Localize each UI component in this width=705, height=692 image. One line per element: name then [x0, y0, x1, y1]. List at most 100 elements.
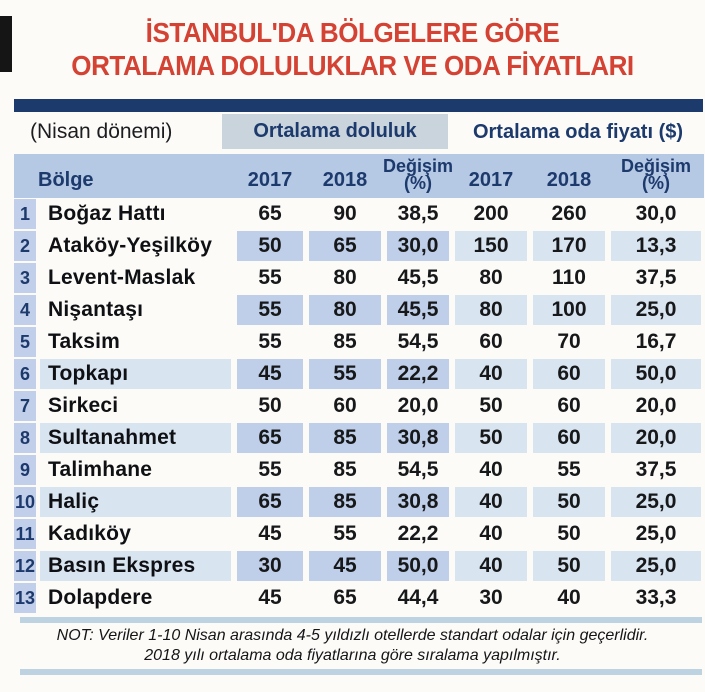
price-2018-value: 100	[533, 295, 605, 325]
row-rank: 5	[14, 327, 36, 357]
region-name: Kadıköy	[48, 522, 132, 545]
price-2017-value: 50	[455, 423, 527, 453]
group-header-price: Ortalama oda fiyatı ($)	[472, 120, 684, 143]
table-row: 13 Dolapdere 45 65 44,4 30 40 33,3	[14, 582, 704, 614]
price-2017-value: 200	[473, 202, 509, 225]
price-2018-value: 70	[557, 330, 581, 353]
price-change-value: 20,0	[635, 394, 677, 417]
row-rank: 4	[14, 295, 36, 325]
region-name: Taksim	[48, 330, 121, 353]
occupancy-2017-value: 65	[258, 202, 282, 225]
row-rank: 1	[14, 199, 36, 229]
occupancy-change-value: 20,0	[397, 394, 439, 417]
occupancy-change-value: 30,0	[387, 231, 449, 261]
price-2017-value: 40	[479, 522, 503, 545]
occ-change-label: Değişim	[382, 156, 454, 176]
price-change-value: 13,3	[611, 231, 701, 261]
row-rank: 6	[14, 359, 36, 389]
occupancy-2018-value: 65	[309, 231, 381, 261]
price-change-unit: (%)	[642, 173, 670, 193]
region-name: Sultanahmet	[40, 423, 231, 453]
column-header-occ-change: Değişim (%)	[382, 154, 454, 198]
price-2018-value: 40	[557, 586, 581, 609]
occupancy-2017-value: 45	[237, 359, 303, 389]
price-2017-value: 80	[455, 295, 527, 325]
region-name: Sirkeci	[48, 394, 119, 417]
occupancy-2017-value: 55	[258, 330, 282, 353]
column-header-occ-2018: 2018	[322, 169, 368, 191]
occupancy-2018-value: 90	[333, 202, 357, 225]
occupancy-2017-value: 50	[258, 394, 282, 417]
price-2018-value: 60	[557, 394, 581, 417]
occ-change-unit: (%)	[404, 173, 432, 193]
occupancy-2017-value: 45	[258, 586, 282, 609]
occupancy-2017-value: 65	[237, 487, 303, 517]
table-row: 5 Taksim 55 85 54,5 60 70 16,7	[14, 326, 704, 358]
row-rank: 2	[14, 231, 36, 261]
price-change-value: 37,5	[635, 458, 677, 481]
occupancy-change-value: 45,5	[387, 295, 449, 325]
row-rank: 9	[14, 455, 36, 485]
price-change-value: 33,3	[635, 586, 677, 609]
group-header-occupancy: Ortalama doluluk	[222, 114, 448, 149]
region-name: Talimhane	[48, 458, 153, 481]
price-change-value: 20,0	[611, 423, 701, 453]
table-row: 8 Sultanahmet 65 85 30,8 50 60 20,0	[14, 422, 704, 454]
table-row: 10 Haliç 65 85 30,8 40 50 25,0	[14, 486, 704, 518]
column-header-price-2018: 2018	[546, 169, 592, 191]
price-2018-value: 55	[557, 458, 581, 481]
period-label: (Nisan dönemi)	[30, 120, 173, 143]
occupancy-2018-value: 85	[309, 487, 381, 517]
price-2018-value: 260	[551, 202, 587, 225]
price-2017-value: 150	[455, 231, 527, 261]
row-rank: 7	[14, 391, 36, 421]
price-2018-value: 60	[533, 423, 605, 453]
column-header-occ-2017: 2017	[247, 169, 293, 191]
page-title-line2: ORTALAMA DOLULUKLAR VE ODA FİYATLARI	[71, 50, 634, 81]
data-table: (Nisan dönemi) Ortalama doluluk Ortalama…	[14, 112, 704, 614]
price-2017-value: 40	[455, 551, 527, 581]
occupancy-change-value: 30,8	[387, 423, 449, 453]
occupancy-2017-value: 55	[258, 458, 282, 481]
occupancy-2018-value: 85	[333, 458, 357, 481]
row-rank: 8	[14, 423, 36, 453]
occupancy-2017-value: 30	[237, 551, 303, 581]
price-change-value: 37,5	[635, 266, 677, 289]
row-rank: 13	[14, 583, 36, 613]
occupancy-2017-value: 65	[237, 423, 303, 453]
occupancy-change-value: 22,2	[397, 522, 439, 545]
occupancy-change-value: 22,2	[387, 359, 449, 389]
occupancy-2017-value: 45	[258, 522, 282, 545]
occupancy-2017-value: 55	[237, 295, 303, 325]
table-row: 4 Nişantaşı 55 80 45,5 80 100 25,0	[14, 294, 704, 326]
occupancy-change-value: 54,5	[397, 330, 439, 353]
price-change-value: 25,0	[611, 551, 701, 581]
occupancy-change-value: 30,8	[387, 487, 449, 517]
table-row: 12 Basın Ekspres 30 45 50,0 40 50 25,0	[14, 550, 704, 582]
footnote-line2: 2018 yılı ortalama oda fiyatlarına göre …	[144, 647, 561, 664]
footnote: NOT: Veriler 1-10 Nisan arasında 4-5 yıl…	[0, 626, 705, 666]
price-2018-value: 50	[533, 551, 605, 581]
region-name: Basın Ekspres	[40, 551, 231, 581]
price-change-value: 50,0	[611, 359, 701, 389]
occupancy-change-value: 44,4	[397, 586, 439, 609]
column-header-price-change: Değişim (%)	[608, 154, 704, 198]
occupancy-change-value: 38,5	[397, 202, 439, 225]
price-2017-value: 80	[479, 266, 503, 289]
scan-artifact	[0, 16, 12, 72]
occupancy-2018-value: 60	[333, 394, 357, 417]
occupancy-2017-value: 55	[258, 266, 282, 289]
price-2017-value: 60	[479, 330, 503, 353]
table-body: 1 Boğaz Hattı 65 90 38,5 200 260 30,0 2 …	[14, 198, 704, 614]
page-title-line1: İSTANBUL'DA BÖLGELERE GÖRE	[145, 17, 560, 48]
region-name: Dolapdere	[48, 586, 153, 609]
occupancy-2018-value: 55	[333, 522, 357, 545]
row-rank: 10	[14, 487, 36, 517]
row-rank: 3	[14, 263, 36, 293]
row-rank: 11	[14, 519, 36, 549]
price-2018-value: 110	[552, 266, 586, 289]
table-row: 2 Ataköy-Yeşilköy 50 65 30,0 150 170 13,…	[14, 230, 704, 262]
column-header-row: Bölge 2017 2018 Değişim (%) 2017 2018 De…	[14, 154, 704, 198]
table-row: 3 Levent-Maslak 55 80 45,5 80 110 37,5	[14, 262, 704, 294]
occupancy-2018-value: 80	[333, 266, 357, 289]
